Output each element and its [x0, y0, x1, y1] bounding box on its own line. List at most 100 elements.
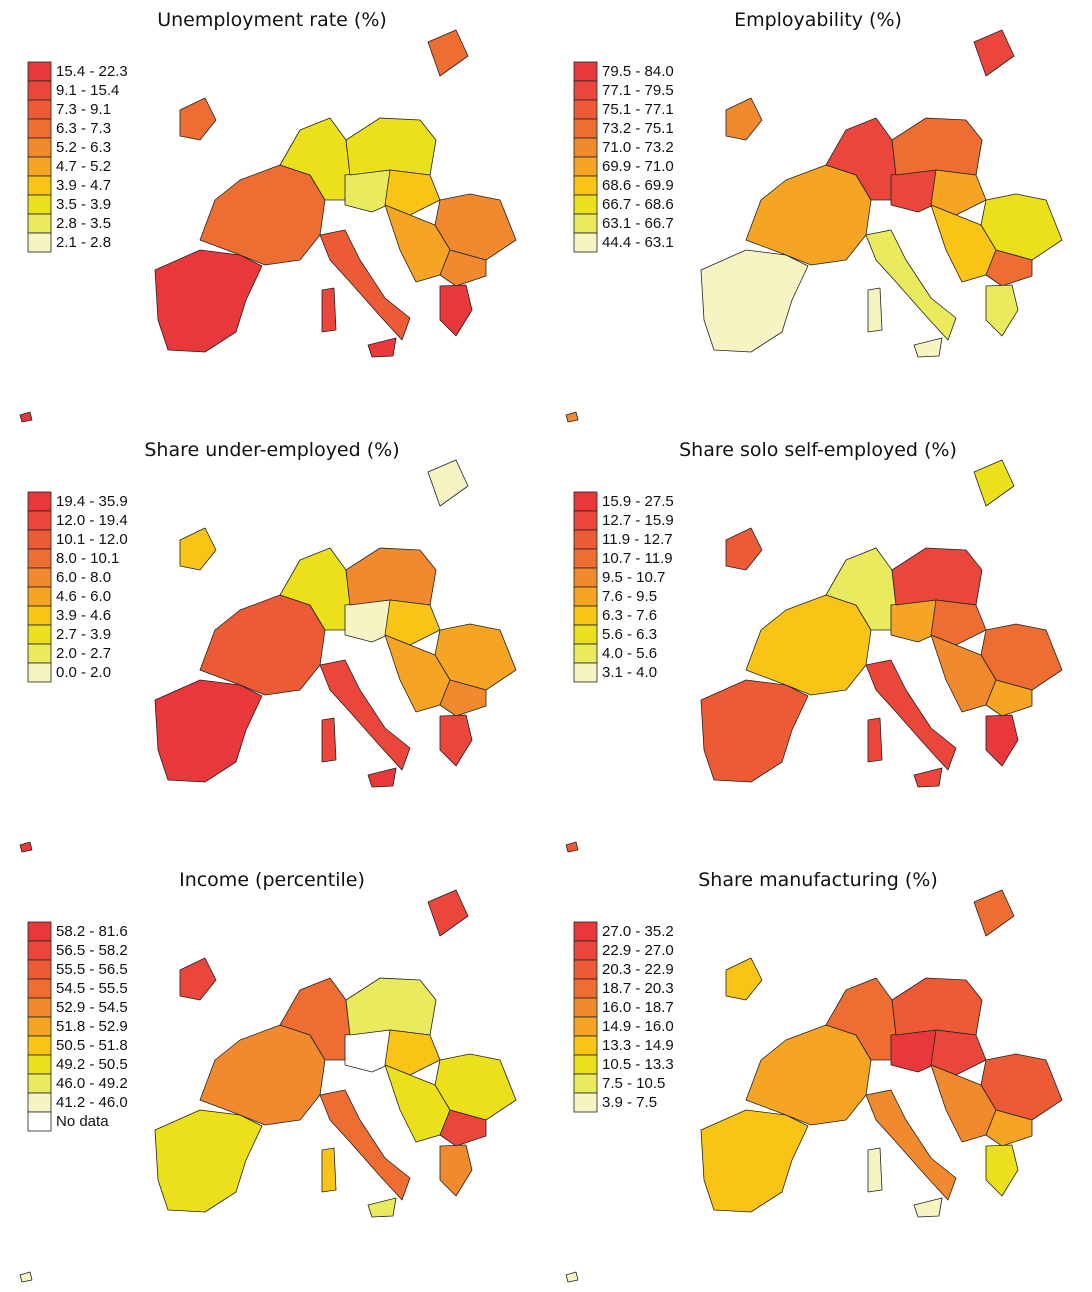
legend-swatch — [27, 510, 52, 531]
legend-swatch — [573, 99, 598, 120]
region — [725, 957, 763, 1001]
region — [913, 337, 943, 358]
legend-swatch — [573, 1073, 598, 1094]
map — [19, 889, 517, 1283]
panel-title: Unemployment rate (%) — [157, 9, 387, 31]
legend-swatch — [27, 940, 52, 961]
legend-label: 2.1 - 2.8 — [56, 234, 111, 251]
legend-swatch — [27, 137, 52, 158]
region — [985, 249, 1033, 287]
legend-label: 0.0 - 2.0 — [56, 664, 111, 681]
legend-label: 56.5 - 58.2 — [56, 942, 128, 959]
legend-label: 3.1 - 4.0 — [602, 664, 657, 681]
region — [985, 679, 1033, 717]
legend-swatch — [27, 567, 52, 588]
legend-swatch — [27, 662, 52, 683]
legend-label: 6.0 - 8.0 — [56, 569, 111, 586]
legend-swatch — [27, 118, 52, 139]
legend-swatch — [573, 1054, 598, 1075]
legend-swatch — [573, 624, 598, 645]
region — [384, 599, 441, 646]
legend-swatch — [27, 194, 52, 215]
legend-label: 6.3 - 7.3 — [56, 120, 111, 137]
map — [565, 889, 1063, 1283]
legend-swatch — [573, 118, 598, 139]
map-panel: Income (percentile) 58.2 - 81.6 56.5 - 58.… — [19, 869, 517, 1283]
panel-title: Income (percentile) — [179, 869, 365, 891]
legend-label: No data — [56, 1113, 109, 1130]
region — [745, 164, 872, 266]
legend-label: 49.2 - 50.5 — [56, 1056, 128, 1073]
legend-swatch — [573, 940, 598, 961]
region — [725, 97, 763, 141]
legend-swatch — [27, 997, 52, 1018]
region — [384, 1029, 441, 1076]
legend-label: 5.6 - 6.3 — [602, 626, 657, 643]
legend-swatch — [27, 1035, 52, 1056]
region — [345, 117, 437, 176]
legend-label: 18.7 - 20.3 — [602, 980, 674, 997]
panel-title: Share under-employed (%) — [144, 439, 399, 461]
legend-swatch — [573, 567, 598, 588]
legend-swatch — [27, 586, 52, 607]
legend-swatch — [27, 1016, 52, 1037]
region — [930, 169, 987, 216]
legend-swatch — [573, 921, 598, 942]
legend-swatch — [573, 978, 598, 999]
legend-label: 15.9 - 27.5 — [602, 493, 674, 510]
region — [199, 594, 326, 696]
legend-swatch — [27, 959, 52, 980]
legend-label: 2.8 - 3.5 — [56, 215, 111, 232]
legend-label: 54.5 - 55.5 — [56, 980, 128, 997]
legend-label: 68.6 - 69.9 — [602, 177, 674, 194]
legend-label: 13.3 - 14.9 — [602, 1037, 674, 1054]
region — [367, 337, 397, 358]
legend-label: 20.3 - 22.9 — [602, 961, 674, 978]
legend-swatch — [27, 99, 52, 120]
region — [565, 411, 579, 423]
legend-label: 3.5 - 3.9 — [56, 196, 111, 213]
map — [19, 459, 517, 853]
region — [985, 1109, 1033, 1147]
region — [154, 249, 263, 353]
region — [985, 1144, 1019, 1197]
legend-swatch — [27, 175, 52, 196]
legend-swatch — [573, 175, 598, 196]
legend-label: 7.6 - 9.5 — [602, 588, 657, 605]
legend-swatch — [573, 643, 598, 664]
legend-label: 4.0 - 5.6 — [602, 645, 657, 662]
legend-label: 10.7 - 11.9 — [602, 550, 673, 567]
map-panel: Share under-employed (%) 19.4 - 35.9 12.0 … — [19, 439, 517, 853]
legend-swatch — [573, 1016, 598, 1037]
region — [891, 547, 983, 606]
legend-swatch — [27, 605, 52, 626]
legend-label: 7.5 - 10.5 — [602, 1075, 665, 1092]
legend-label: 2.0 - 2.7 — [56, 645, 111, 662]
legend-label: 66.7 - 68.6 — [602, 196, 674, 213]
region — [700, 1109, 809, 1213]
legend-label: 10.5 - 13.3 — [602, 1056, 674, 1073]
legend-label: 58.2 - 81.6 — [56, 923, 128, 940]
legend-swatch — [573, 548, 598, 569]
legend-swatch — [573, 194, 598, 215]
region — [725, 527, 763, 571]
legend-swatch — [573, 510, 598, 531]
legend-label: 2.7 - 3.9 — [56, 626, 111, 643]
legend-label: 3.9 - 7.5 — [602, 1094, 657, 1111]
region — [891, 117, 983, 176]
legend-swatch — [27, 921, 52, 942]
legend-swatch — [27, 80, 52, 101]
region — [913, 767, 943, 788]
region — [973, 29, 1015, 77]
region — [154, 679, 263, 783]
region — [319, 229, 411, 341]
legend-swatch — [27, 529, 52, 550]
legend-swatch — [573, 586, 598, 607]
map-panel: Unemployment rate (%) 15.4 - 22.3 9.1 - 15… — [19, 9, 517, 423]
legend-label: 22.9 - 27.0 — [602, 942, 674, 959]
legend-label: 69.9 - 71.0 — [602, 158, 674, 175]
region — [745, 1024, 872, 1126]
region — [19, 411, 33, 423]
legend-swatch — [27, 61, 52, 82]
region — [179, 957, 217, 1001]
